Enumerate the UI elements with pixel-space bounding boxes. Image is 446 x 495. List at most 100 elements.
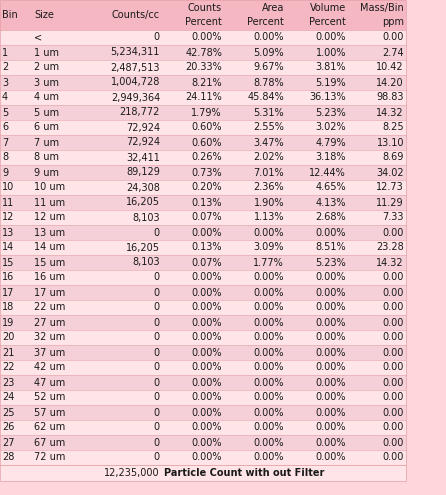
Text: 0: 0: [154, 288, 160, 297]
Text: 0.00%: 0.00%: [253, 333, 284, 343]
Text: 0.00%: 0.00%: [253, 317, 284, 328]
Text: 5 um: 5 um: [34, 107, 59, 117]
Text: 0.00%: 0.00%: [253, 407, 284, 417]
Text: Size: Size: [34, 10, 54, 20]
Text: 3.47%: 3.47%: [253, 138, 284, 148]
Text: 11 um: 11 um: [34, 198, 65, 207]
Text: 14.20: 14.20: [376, 78, 404, 88]
Text: 1: 1: [2, 48, 8, 57]
Text: 0.00%: 0.00%: [191, 317, 222, 328]
Bar: [0, 330, 406, 345]
Bar: [0, 315, 406, 330]
Text: 3.02%: 3.02%: [315, 122, 346, 133]
Text: 52 um: 52 um: [34, 393, 66, 402]
Text: 8: 8: [2, 152, 8, 162]
Text: 0.00%: 0.00%: [191, 347, 222, 357]
Text: 0.13%: 0.13%: [191, 198, 222, 207]
Bar: [0, 375, 406, 390]
Text: 7.33: 7.33: [383, 212, 404, 222]
Text: 28: 28: [2, 452, 14, 462]
Text: 0.07%: 0.07%: [191, 257, 222, 267]
Text: 0.00%: 0.00%: [191, 452, 222, 462]
Text: 32 um: 32 um: [34, 333, 65, 343]
Text: 27 um: 27 um: [34, 317, 66, 328]
Text: 0.00: 0.00: [383, 347, 404, 357]
Text: 0.00%: 0.00%: [315, 407, 346, 417]
Text: 0: 0: [154, 452, 160, 462]
Text: 0.00%: 0.00%: [253, 347, 284, 357]
Bar: [0, 90, 406, 105]
Text: 23.28: 23.28: [376, 243, 404, 252]
Bar: [0, 135, 406, 150]
Text: ppm: ppm: [382, 17, 404, 27]
Bar: [0, 240, 406, 255]
Text: 0.00%: 0.00%: [315, 452, 346, 462]
Bar: [0, 270, 406, 285]
Text: 10 um: 10 um: [34, 183, 65, 193]
Text: Volume: Volume: [310, 3, 346, 13]
Text: 26: 26: [2, 423, 14, 433]
Text: 0.00: 0.00: [383, 288, 404, 297]
Text: 4.65%: 4.65%: [315, 183, 346, 193]
Text: 1,004,728: 1,004,728: [111, 78, 160, 88]
Text: 12 um: 12 um: [34, 212, 65, 222]
Text: 0: 0: [154, 362, 160, 373]
Text: 0: 0: [154, 423, 160, 433]
Text: 21: 21: [2, 347, 14, 357]
Text: 27: 27: [2, 438, 15, 447]
Text: 0.00%: 0.00%: [191, 273, 222, 283]
Text: 14: 14: [2, 243, 14, 252]
Bar: [0, 450, 406, 465]
Text: 62 um: 62 um: [34, 423, 65, 433]
Text: 20: 20: [2, 333, 14, 343]
Text: 9.67%: 9.67%: [253, 62, 284, 72]
Text: 8,103: 8,103: [132, 212, 160, 222]
Bar: [0, 60, 406, 75]
Text: 24: 24: [2, 393, 14, 402]
Text: 0.00: 0.00: [383, 438, 404, 447]
Text: 0.00%: 0.00%: [315, 317, 346, 328]
Text: 1.00%: 1.00%: [315, 48, 346, 57]
Text: 0.00%: 0.00%: [253, 33, 284, 43]
Bar: [0, 225, 406, 240]
Text: 11: 11: [2, 198, 14, 207]
Text: 37 um: 37 um: [34, 347, 65, 357]
Text: 20.33%: 20.33%: [185, 62, 222, 72]
Text: 72,924: 72,924: [126, 138, 160, 148]
Text: 5.31%: 5.31%: [253, 107, 284, 117]
Text: 13 um: 13 um: [34, 228, 65, 238]
Text: 42 um: 42 um: [34, 362, 65, 373]
Text: 8 um: 8 um: [34, 152, 59, 162]
Text: 0.20%: 0.20%: [191, 183, 222, 193]
Text: 0.00%: 0.00%: [315, 273, 346, 283]
Text: 0.60%: 0.60%: [191, 122, 222, 133]
Text: 0.00%: 0.00%: [315, 288, 346, 297]
Text: 0.73%: 0.73%: [191, 167, 222, 178]
Text: 0: 0: [154, 33, 160, 43]
Text: 0.00%: 0.00%: [315, 228, 346, 238]
Text: 1 um: 1 um: [34, 48, 59, 57]
Text: 0.00%: 0.00%: [191, 33, 222, 43]
Bar: [0, 360, 406, 375]
Bar: [0, 75, 406, 90]
Text: 34.02: 34.02: [376, 167, 404, 178]
Text: 24,308: 24,308: [126, 183, 160, 193]
Text: 0.00: 0.00: [383, 407, 404, 417]
Text: Counts: Counts: [188, 3, 222, 13]
Text: 13: 13: [2, 228, 14, 238]
Text: 42.78%: 42.78%: [185, 48, 222, 57]
Text: 0.00: 0.00: [383, 273, 404, 283]
Text: 0.00: 0.00: [383, 317, 404, 328]
Text: 16,205: 16,205: [126, 198, 160, 207]
Text: 0.00%: 0.00%: [253, 438, 284, 447]
Text: 19: 19: [2, 317, 14, 328]
Text: 0: 0: [154, 317, 160, 328]
Text: 14.32: 14.32: [376, 107, 404, 117]
Text: 5,234,311: 5,234,311: [111, 48, 160, 57]
Bar: [0, 285, 406, 300]
Text: 5: 5: [2, 107, 8, 117]
Text: 0.00%: 0.00%: [191, 333, 222, 343]
Text: 1.13%: 1.13%: [253, 212, 284, 222]
Text: 6: 6: [2, 122, 8, 133]
Text: 5.09%: 5.09%: [253, 48, 284, 57]
